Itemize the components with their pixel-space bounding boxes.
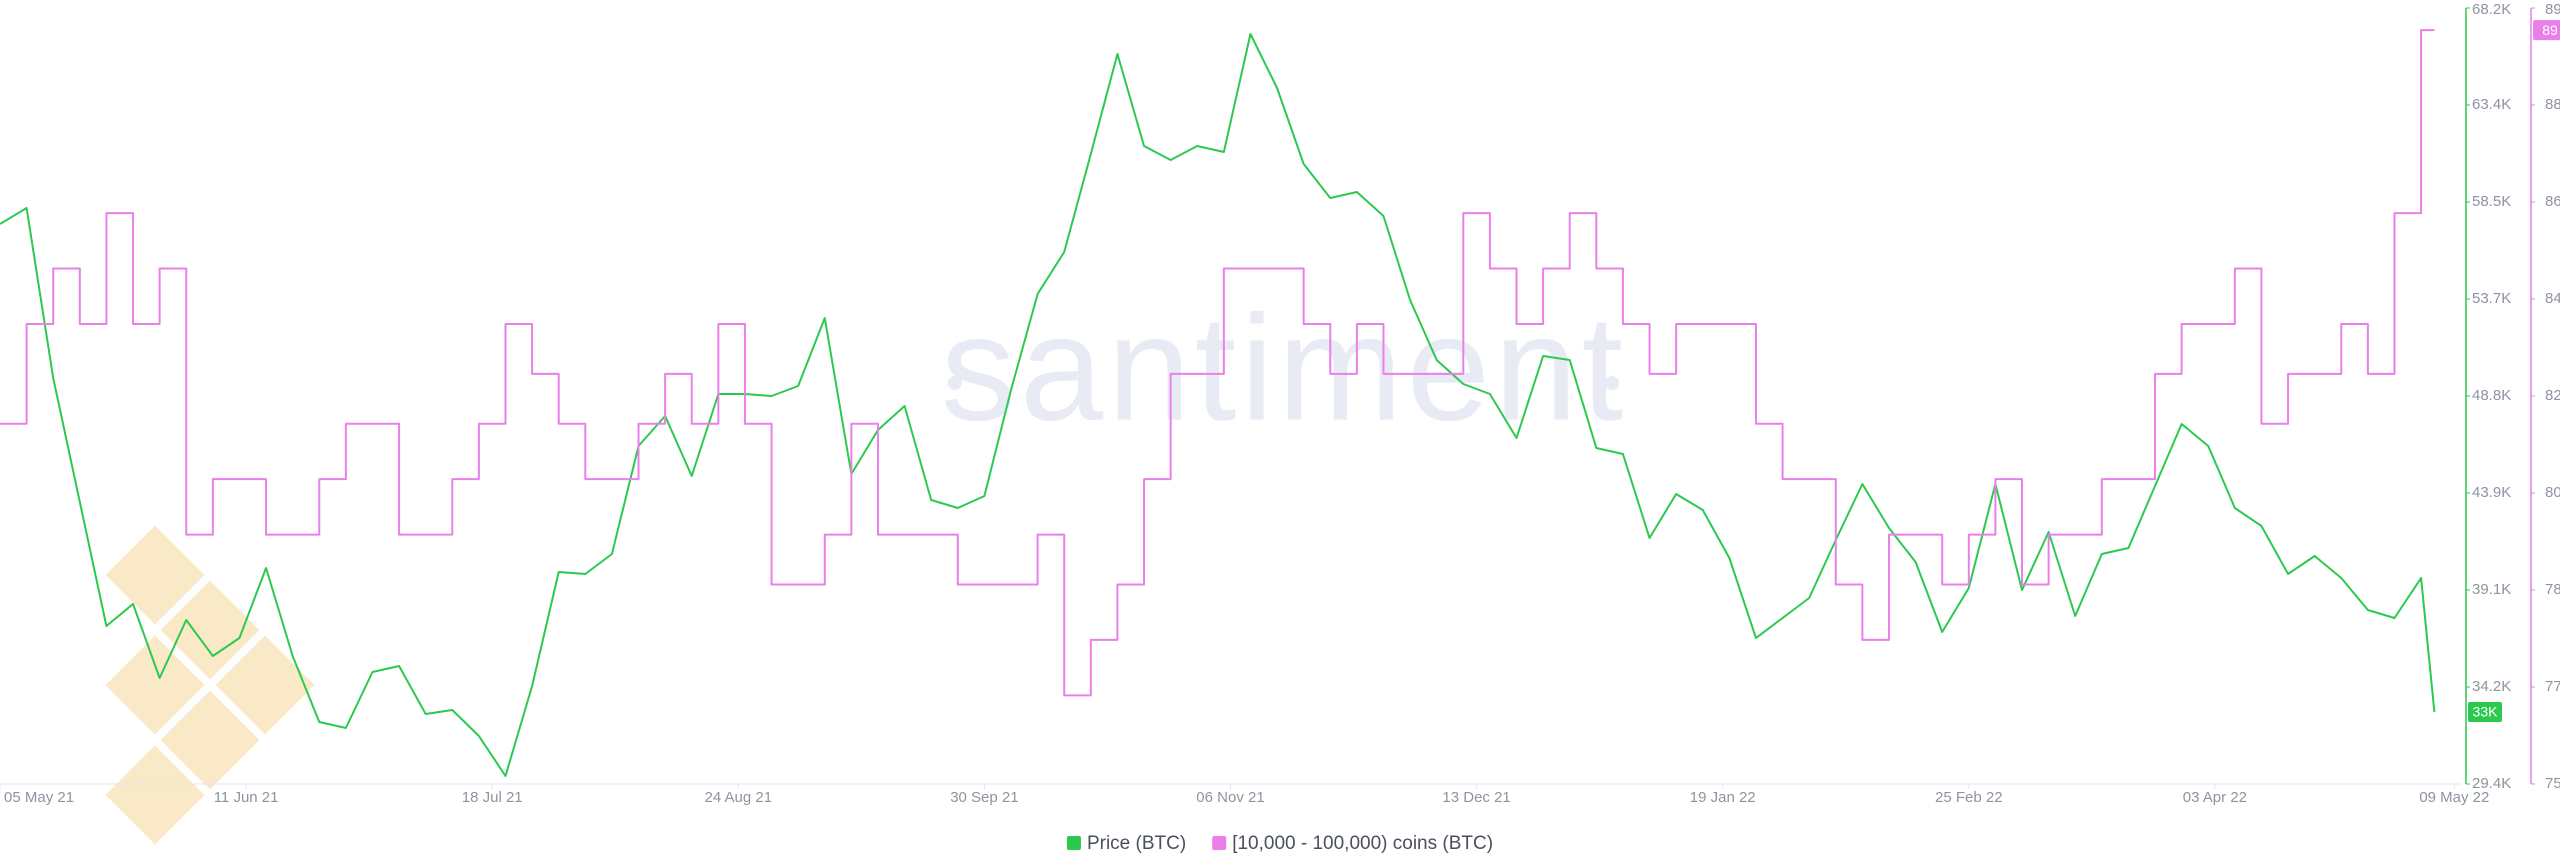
y-tick-label: 39.1K [2472, 581, 2511, 598]
x-tick-label: 30 Sep 21 [950, 789, 1018, 806]
last-value-badge [2533, 20, 2560, 41]
y2-tick-label: 86 [2545, 193, 2560, 210]
watermark: santiment [941, 284, 1627, 452]
x-tick-label: 03 Apr 22 [2183, 789, 2247, 806]
last-value-badge [2468, 702, 2502, 722]
watermark-dot [1605, 376, 1619, 390]
y-tick-label: 29.4K [2472, 775, 2511, 792]
x-tick-label: 05 May 21 [4, 789, 74, 806]
logo [105, 525, 315, 845]
y-tick-label: 48.8K [2472, 387, 2511, 404]
x-tick-label: 24 Aug 21 [705, 789, 773, 806]
y-tick-label: 68.2K [2472, 1, 2511, 18]
x-tick-label: 18 Jul 21 [462, 789, 523, 806]
legend: Price (BTC) [10,000 - 100,000) coins (BTC… [1066, 833, 1493, 854]
y-tick-label: 43.9K [2472, 484, 2511, 501]
legend-swatch [1212, 836, 1227, 850]
plot-area: 05 May 21 11 Jun 21 18 Jul 21 24 Aug 21 30 S… [0, 1, 2560, 806]
x-tick-label: 06 Nov 21 [1196, 789, 1264, 806]
y-tick-label: 63.4K [2472, 96, 2511, 113]
y-tick-label: 34.2K [2472, 678, 2511, 695]
y2-tick-label: 78 [2545, 581, 2560, 598]
series-line [0, 29, 2435, 697]
watermark-dot [948, 376, 962, 390]
y-tick-label: 53.7K [2472, 290, 2511, 307]
legend-label: Price (BTC) [1087, 833, 1186, 854]
y2-tick-label: 88 [2545, 96, 2560, 113]
last-value-label: 33K [2473, 704, 2499, 720]
x-tick-label: 09 May 22 [2419, 789, 2489, 806]
y2-tick-label: 84 [2545, 290, 2560, 307]
y-tick-label: 58.5K [2472, 193, 2511, 210]
last-value-label: 89 [2542, 22, 2558, 38]
legend-swatch [1066, 836, 1081, 850]
x-tick-label: 11 Jun 21 [214, 789, 279, 806]
legend-label: [10,000 - 100,000) coins (BTC) [1232, 833, 1493, 854]
y2-tick-label: 77 [2545, 678, 2560, 695]
y2-tick-label: 80 [2545, 484, 2560, 501]
y2-tick-label: 82 [2545, 387, 2560, 404]
x-tick-label: 13 Dec 21 [1442, 789, 1510, 806]
y2-tick-label: 75 [2545, 775, 2560, 792]
series-line [0, 33, 2436, 777]
y2-tick-label: 89 [2545, 1, 2560, 18]
x-tick-label: 25 Feb 22 [1935, 789, 2003, 806]
x-tick-label: 19 Jan 22 [1690, 789, 1756, 806]
